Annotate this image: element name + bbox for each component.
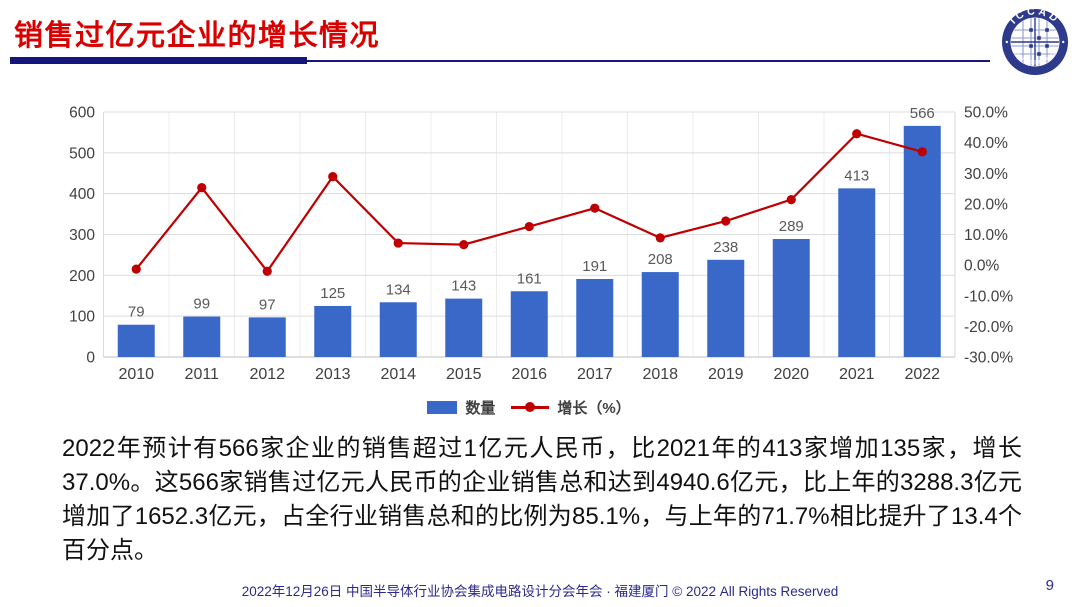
growth-point-2011 — [197, 183, 207, 193]
x-axis-label: 2019 — [708, 366, 744, 383]
bar-2020 — [772, 238, 810, 357]
bar-2017 — [576, 279, 614, 357]
bar-value-label: 161 — [517, 270, 542, 287]
bar-2019 — [707, 259, 745, 357]
left-axis-tick-label: 500 — [69, 145, 95, 162]
bar-2021 — [838, 188, 876, 357]
bar-2018 — [641, 272, 679, 357]
growth-point-2021 — [852, 129, 862, 139]
growth-point-2017 — [590, 203, 600, 213]
left-axis-tick-label: 0 — [86, 350, 95, 367]
legend-line-dot — [525, 402, 536, 412]
title-underline-thick — [10, 57, 307, 64]
growth-point-2022 — [917, 147, 927, 157]
x-axis-label: 2016 — [511, 366, 547, 383]
title-underline-thin — [307, 59, 990, 62]
left-axis-tick-label: 200 — [69, 268, 95, 285]
logo-circuit-grid — [1011, 18, 1059, 66]
x-axis-label: 2015 — [446, 366, 482, 383]
page-number: 9 — [1045, 577, 1054, 594]
bar-value-label: 413 — [844, 167, 869, 184]
x-axis-label: 2010 — [118, 366, 154, 383]
x-axis-label: 2022 — [904, 366, 940, 383]
right-axis-tick-label: 40.0% — [964, 135, 1008, 152]
bar-2016 — [510, 291, 548, 357]
bar-value-label: 238 — [713, 239, 738, 256]
logo-circuit-nodes — [1029, 28, 1049, 56]
growth-point-2019 — [721, 216, 731, 226]
growth-point-2010 — [131, 264, 141, 274]
left-axis-tick-label: 600 — [69, 105, 95, 122]
bar-2010 — [117, 324, 155, 357]
right-axis-tick-label: 20.0% — [964, 196, 1008, 213]
left-axis-tick-label: 400 — [69, 186, 95, 203]
bar-value-label: 134 — [386, 281, 411, 298]
right-axis-tick-label: 0.0% — [964, 258, 1000, 275]
right-axis-tick-label: -30.0% — [964, 350, 1013, 367]
right-axis-tick-label: 30.0% — [964, 166, 1008, 183]
right-axis-tick-label: -10.0% — [964, 288, 1013, 305]
x-axis-label: 2018 — [642, 366, 678, 383]
x-axis-label: 2021 — [839, 366, 875, 383]
bar-value-label: 125 — [320, 285, 345, 302]
legend-bar-label: 数量 — [465, 399, 496, 417]
x-axis-label: 2013 — [315, 366, 351, 383]
bar-value-label: 289 — [779, 218, 804, 235]
bar-2013 — [314, 305, 352, 357]
bar-2022 — [903, 125, 941, 357]
bar-value-label: 191 — [582, 258, 607, 275]
legend-bar-swatch — [427, 400, 458, 414]
growth-point-2016 — [524, 221, 534, 232]
bar-value-label: 79 — [128, 304, 145, 321]
bar-value-label: 97 — [259, 296, 276, 313]
chart-area: 0 100 200 300 400 500 600 50.0% 40.0% 30.0% 20.0% 1… — [0, 88, 1080, 398]
x-axis-label: 2011 — [185, 366, 220, 383]
right-axis-tick-label: 50.0% — [964, 105, 1008, 122]
bar-2011 — [183, 316, 221, 357]
right-axis-tick-label: 10.0% — [964, 227, 1008, 244]
x-axis-label: 2017 — [577, 366, 613, 383]
growth-point-2014 — [393, 238, 403, 248]
growth-point-2015 — [459, 240, 469, 250]
growth-point-2013 — [328, 172, 338, 182]
bar-2012 — [248, 317, 286, 357]
page-title: 销售过亿元企业的增长情况 — [14, 20, 381, 52]
growth-point-2020 — [786, 194, 796, 205]
x-axis-label: 2020 — [773, 366, 809, 383]
growth-point-2018 — [655, 233, 665, 243]
legend-line-label: 增长（%） — [557, 399, 631, 417]
bar-2014 — [379, 302, 417, 357]
iccad-logo: ICCAD 中国半导体行业协会集成电路设计分会 — [998, 5, 1069, 76]
legend-line-swatch — [511, 402, 550, 412]
right-axis-tick-label: -20.0% — [964, 319, 1013, 336]
chart-legend: 数量 增长（%） — [103, 398, 955, 417]
bar-value-label: 143 — [451, 278, 476, 295]
growth-combo-chart: 0 100 200 300 400 500 600 50.0% 40.0% 30.0% 20.0% 1… — [69, 105, 1013, 384]
growth-point-2012 — [262, 266, 272, 276]
bar-value-label: 208 — [648, 251, 673, 268]
x-axis-label: 2012 — [249, 366, 285, 383]
bar-value-label: 566 — [910, 105, 935, 122]
summary-paragraph: 2022年预计有566家企业的销售超过1亿元人民币，比2021年的413家增加1… — [62, 435, 1022, 564]
bar-2015 — [445, 298, 483, 357]
left-axis-tick-label: 300 — [69, 227, 95, 244]
left-axis-tick-label: 100 — [69, 309, 95, 326]
footer-credit: 2022年12月26日 中国半导体行业协会集成电路设计分会年会 · 福建厦门 ©… — [241, 584, 839, 599]
bar-value-label: 99 — [193, 296, 210, 313]
x-axis-label: 2014 — [380, 366, 416, 383]
